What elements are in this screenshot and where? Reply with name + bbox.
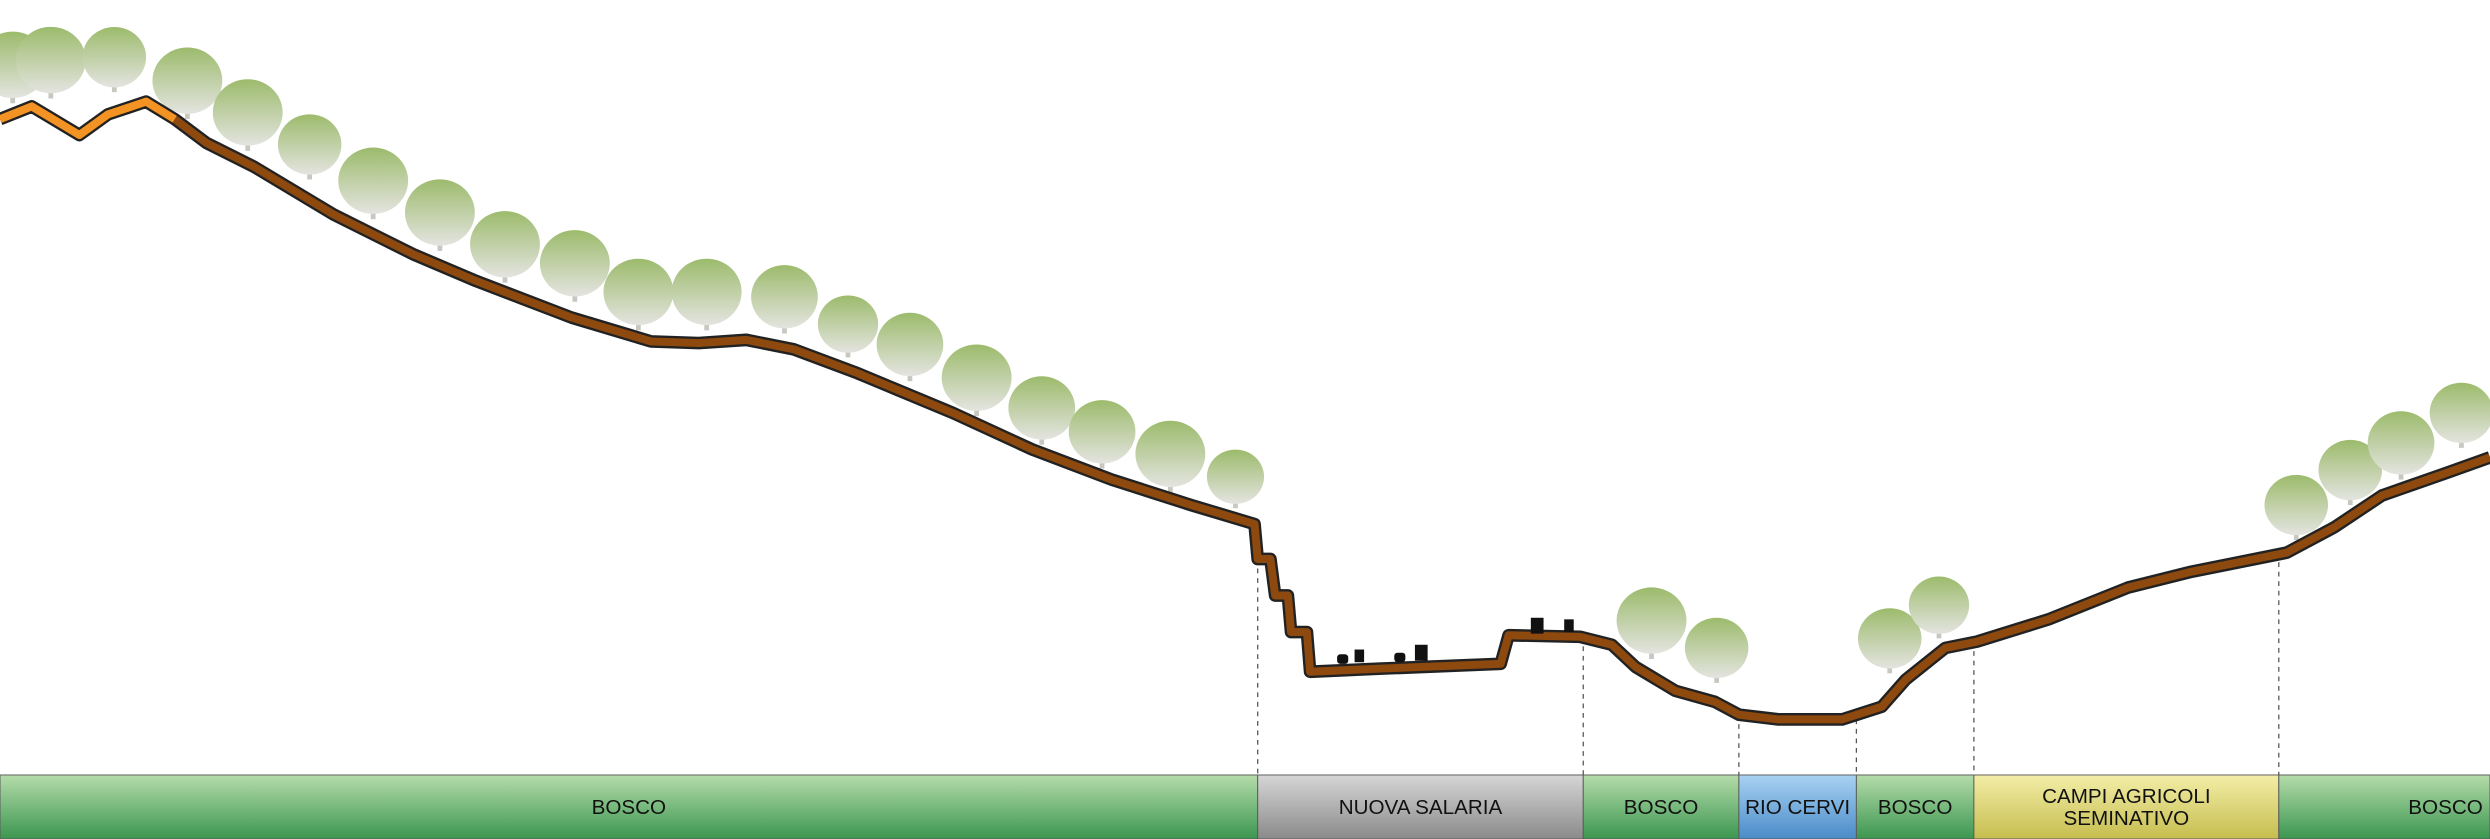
bus-icon (1355, 650, 1365, 663)
tree-crown (877, 313, 944, 376)
tree-crown (1008, 376, 1075, 439)
tree-crown (278, 114, 342, 174)
terrain-section: BOSCO NUOVA SALARIA BOSCO RIO CERVI BOSCO CAM… (0, 0, 2490, 839)
profile-fill-orange (0, 102, 175, 135)
tree-crown (152, 48, 222, 114)
tree-crown (1069, 400, 1136, 463)
tree-crown (16, 27, 86, 93)
tree-crown (83, 27, 147, 87)
band-label: SEMINATIVO (2064, 807, 2190, 830)
band-label: BOSCO (1624, 796, 1699, 819)
tree-crown (213, 79, 283, 145)
tree-crown (1685, 618, 1749, 678)
tree-crown (818, 295, 878, 352)
band-label: RIO CERVI (1745, 796, 1850, 819)
land-use-bands: BOSCO NUOVA SALARIA BOSCO RIO CERVI BOSCO CAM… (0, 775, 2490, 839)
tree-crown (1207, 450, 1264, 504)
trees (0, 27, 2490, 683)
tree-crown (751, 265, 818, 328)
tree-crown (2368, 411, 2435, 474)
band-label: CAMPI AGRICOLI (2042, 785, 2210, 808)
tree-crown (1135, 421, 1205, 487)
tree-crown (2265, 475, 2329, 535)
car-icon (1394, 653, 1405, 663)
tree-crown (470, 211, 540, 277)
band-label: NUOVA SALARIA (1339, 796, 1503, 819)
tree-crown (1617, 587, 1687, 653)
tree-crown (603, 259, 673, 325)
tree-crown (2430, 383, 2490, 443)
truck-icon (1415, 645, 1428, 661)
truck-icon (1531, 618, 1544, 634)
tree-crown (338, 148, 408, 214)
tree-crown (942, 344, 1012, 410)
tree-crown (540, 230, 610, 296)
car-icon (1337, 654, 1348, 664)
band-label: BOSCO (592, 796, 667, 819)
bus-icon (1564, 619, 1574, 632)
tree-crown (672, 259, 742, 325)
page: BOSCO NUOVA SALARIA BOSCO RIO CERVI BOSCO CAM… (0, 0, 2490, 839)
tree-crown (1909, 577, 1969, 634)
band-label: BOSCO (2408, 796, 2483, 819)
tree-crown (405, 179, 475, 245)
band-label: BOSCO (1878, 796, 1953, 819)
